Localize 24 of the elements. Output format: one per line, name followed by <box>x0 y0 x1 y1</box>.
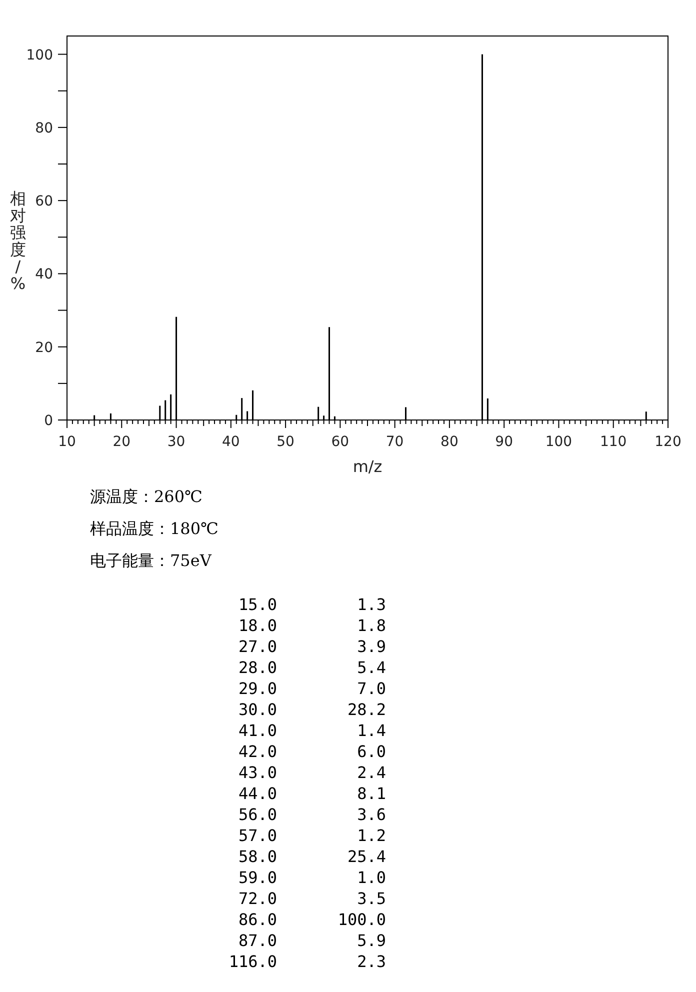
x-tick-label: 50 <box>276 434 294 450</box>
data-table: 15.0 1.3 18.0 1.8 27.0 3.9 28.0 5.4 29.0 7.0 30.0 28.2 41.0 1.4 42.0 6.0 43.0 2.4 44.0 8.1 56.0 3.6 57.0 1.2 58.0 25.4 59.0 1.0 72.0 3.5 86.0 100.0 87.0 5.9 116.0 2.3 <box>228 595 386 971</box>
x-tick-label: 30 <box>167 434 186 450</box>
y-tick-label: 100 <box>26 47 53 64</box>
y-tick-label: 0 <box>44 413 53 429</box>
x-axis-title: m/z <box>352 457 382 476</box>
y-axis-title: 相对强度/% <box>10 189 26 293</box>
x-tick-label: 120 <box>654 434 682 450</box>
x-tick-label: 20 <box>112 434 131 450</box>
x-tick-label: 60 <box>331 434 350 450</box>
x-tick-label: 70 <box>386 434 404 450</box>
x-tick-label: 90 <box>495 434 514 450</box>
y-tick-label: 40 <box>35 266 53 283</box>
y-tick-label: 60 <box>35 194 53 210</box>
text: 源温度：260℃ <box>90 487 202 506</box>
x-tick-label: 40 <box>222 434 240 450</box>
text: 样品温度：180℃ <box>90 519 218 538</box>
x-tick-label: 110 <box>600 434 627 450</box>
y-tick-label: 80 <box>35 120 53 136</box>
x-tick-label: 80 <box>440 434 458 450</box>
y-tick-label: 20 <box>35 340 53 356</box>
x-tick-label: 100 <box>545 434 572 450</box>
text: 电子能量：75eV <box>90 551 212 570</box>
x-tick-label: 10 <box>58 434 76 450</box>
